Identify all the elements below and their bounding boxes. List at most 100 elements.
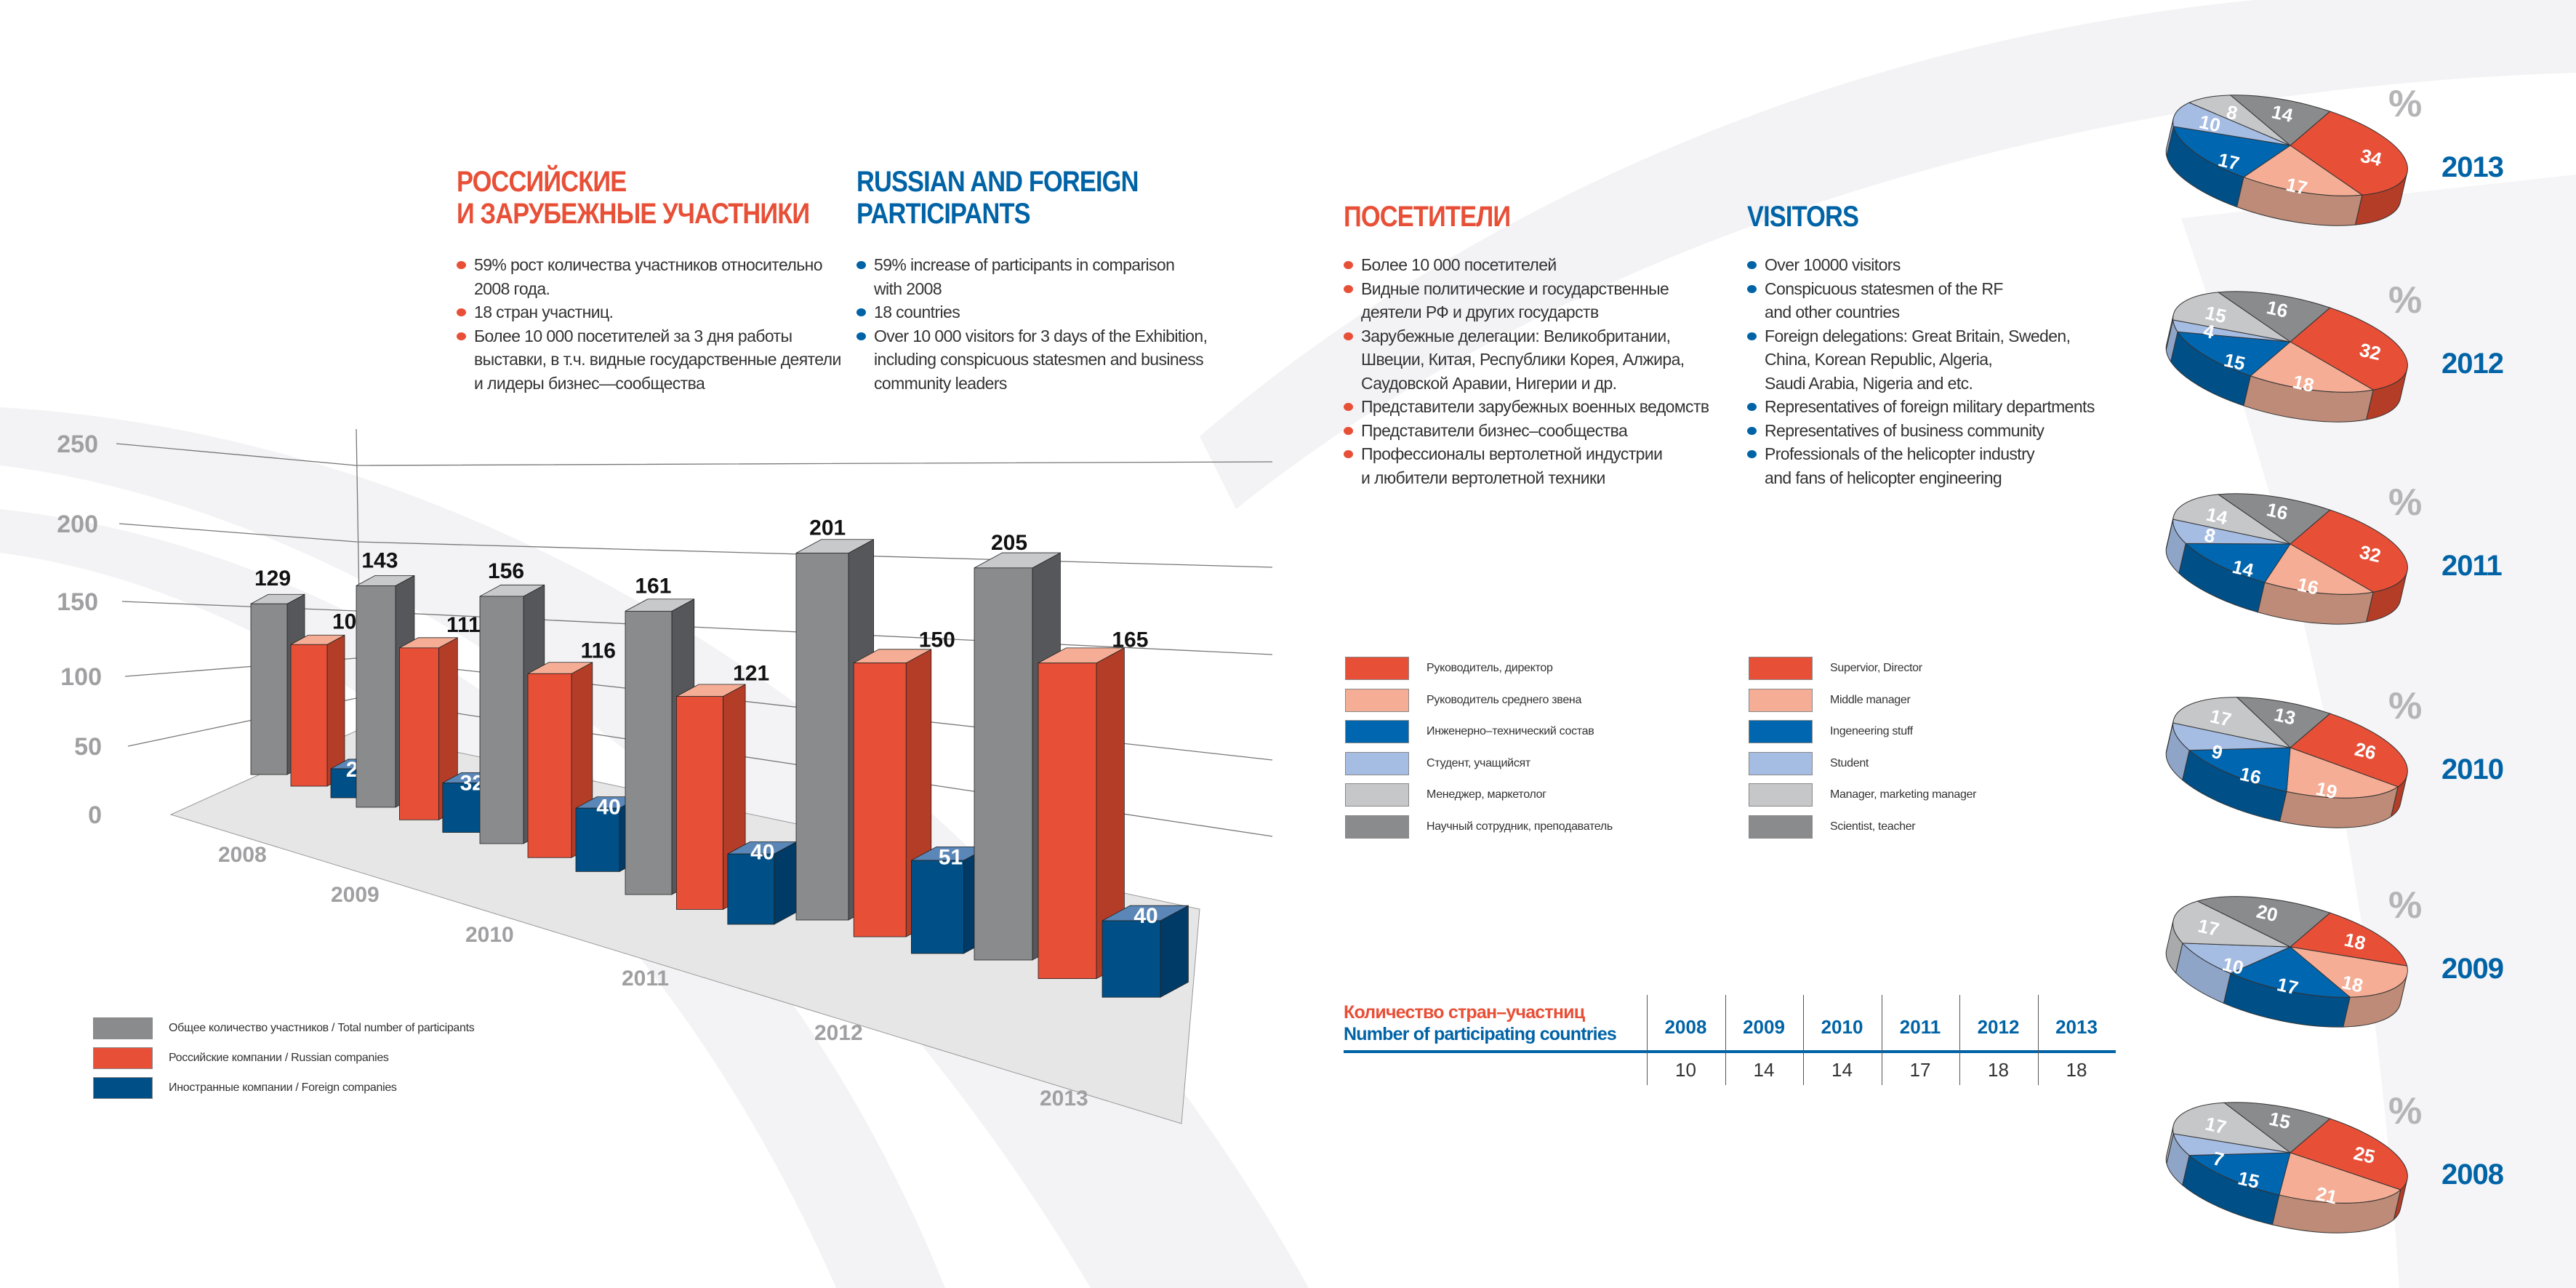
pie-slice xyxy=(2290,111,2408,196)
pie-value-label: 8 xyxy=(2202,524,2218,547)
table-country-count: 18 xyxy=(2066,1059,2087,1081)
bullet-item: 18 countries xyxy=(856,300,1264,324)
pie-value-label: 18 xyxy=(2340,971,2365,997)
bar-value-label: 121 xyxy=(733,662,769,686)
bullet-item: Representatives of business community xyxy=(1747,419,2140,443)
percent-sign: % xyxy=(2388,1090,2422,1132)
pie-value-label: 26 xyxy=(2353,738,2378,764)
table-year-header: 2010 xyxy=(1821,1016,1863,1038)
pie-slice xyxy=(2242,145,2364,196)
legend-swatch xyxy=(93,1017,153,1039)
countries-table-title-ru: Количество стран–участниц xyxy=(1344,1002,1585,1023)
x-category-label: 2012 xyxy=(814,1021,863,1045)
bar-front-face xyxy=(250,603,288,775)
gridline xyxy=(119,523,1273,568)
pie-slice xyxy=(2172,102,2291,146)
y-tick-label: 200 xyxy=(57,511,98,538)
pie-slice xyxy=(2172,722,2291,751)
pie-slice xyxy=(2188,1152,2291,1196)
participants-bullets-ru: 59% рост количества участников относител… xyxy=(457,253,864,395)
bullet-dot-icon xyxy=(1747,403,1757,411)
pie-slice xyxy=(2229,946,2351,998)
y-tick-label: 150 xyxy=(57,588,98,616)
roles-legend-item: Руководитель среднего звена xyxy=(1345,688,1581,713)
bullet-dot-icon xyxy=(856,261,866,269)
bullet-dot-icon xyxy=(1344,450,1353,458)
roles-legend-item: Научный сотрудник, преподаватель xyxy=(1345,815,1613,839)
legend-swatch xyxy=(1345,815,1409,839)
bullet-dot-icon xyxy=(457,261,466,269)
pie-slice xyxy=(2264,543,2375,595)
table-year-header: 2011 xyxy=(1899,1016,1941,1038)
pie-slice xyxy=(2250,341,2375,393)
x-category-label: 2013 xyxy=(1040,1087,1088,1111)
bullet-dot-icon xyxy=(1747,450,1757,458)
pie-slice xyxy=(2289,946,2408,998)
bar-value-label: 40 xyxy=(750,841,774,865)
bar-value-label: 143 xyxy=(361,548,398,572)
pie-value-label: 21 xyxy=(2314,1183,2339,1209)
pie-value-label: 32 xyxy=(2358,339,2383,365)
bar-front-face xyxy=(479,596,524,844)
legend-swatch xyxy=(1749,720,1813,743)
roles-legend-item: Менеджер, маркетолог xyxy=(1345,783,1546,807)
bullet-dot-icon xyxy=(1747,332,1757,340)
table-country-count: 14 xyxy=(1831,1059,1853,1081)
legend-swatch xyxy=(1345,783,1409,807)
legend-swatch xyxy=(1345,720,1409,743)
table-column-divider xyxy=(2037,995,2039,1085)
roles-legend-item: Scientist, teacher xyxy=(1749,815,1916,839)
bar-value-label: 40 xyxy=(1133,904,1157,928)
pie-year-label: 2010 xyxy=(2441,753,2504,785)
x-category-label: 2009 xyxy=(331,883,380,907)
bar-front-face xyxy=(442,783,483,833)
x-category-label: 2010 xyxy=(465,923,514,947)
bullet-dot-icon xyxy=(1344,332,1353,340)
bullet-item: Представители бизнес–сообщества xyxy=(1344,419,1736,443)
bar-value-label: 156 xyxy=(488,559,524,583)
bar-front-face xyxy=(575,807,620,872)
legend-swatch xyxy=(1749,751,1813,775)
countries-table-divider xyxy=(1344,1050,2116,1053)
bar-russian-2008: 107 xyxy=(290,609,369,787)
roles-legend-item: Ingeneering stuff xyxy=(1749,719,1913,744)
pie-value-label: 17 xyxy=(2196,914,2221,940)
table-year-header: 2008 xyxy=(1664,1016,1707,1038)
bar-front-face xyxy=(974,567,1033,961)
bullet-item: Представители зарубежных военных ведомст… xyxy=(1344,395,1736,419)
pie-value-label: 34 xyxy=(2359,145,2384,171)
bar-side-face xyxy=(774,841,797,925)
pie-slice xyxy=(2172,494,2291,545)
participants-heading-en: RUSSIAN AND FOREIGN PARTICIPANTS xyxy=(856,166,1139,230)
bullet-item: 18 стран участниц. xyxy=(457,300,864,324)
participants-bar-chart: 0 50 100 150 200 250 2008 2009 2010 2011 2012 2013 1… xyxy=(57,428,1273,1124)
bar-front-face xyxy=(727,853,775,925)
bar-foreign-2013: 40 xyxy=(1102,904,1189,998)
pie-slice xyxy=(2172,1102,2291,1153)
bullet-dot-icon xyxy=(856,308,866,316)
pie-value-label: 10 xyxy=(2220,953,2246,979)
roles-legend-item: Руководитель, директор xyxy=(1345,656,1553,681)
table-year-header: 2012 xyxy=(1977,1016,2020,1038)
visitors-heading-en: VISITORS xyxy=(1747,201,1859,233)
percent-sign: % xyxy=(2388,481,2422,524)
bullet-item: Professionals of the helicopter industry… xyxy=(1747,442,2140,489)
bar-front-face xyxy=(1038,663,1097,980)
pie-value-label: 17 xyxy=(2216,148,2242,175)
pie-value-label: 10 xyxy=(2197,111,2223,137)
roles-legend-item: Middle manager xyxy=(1749,688,1911,713)
bullet-item: Conspicuous statesmen of the RF and othe… xyxy=(1747,277,2140,324)
bar-front-face xyxy=(356,585,396,808)
bar-value-label: 111 xyxy=(446,613,481,637)
bar-front-face xyxy=(676,696,723,910)
bullet-item: Более 10 000 посетителей за 3 дня работы… xyxy=(457,324,864,396)
y-tick-label: 50 xyxy=(74,733,102,761)
pie-year-label: 2011 xyxy=(2441,550,2503,582)
pie-value-label: 18 xyxy=(2291,370,2316,396)
bar-front-face xyxy=(795,553,849,921)
legend-swatch xyxy=(1345,657,1409,680)
table-country-count: 10 xyxy=(1675,1059,1696,1081)
pie-value-label: 16 xyxy=(2265,498,2290,524)
legend-swatch xyxy=(1749,657,1813,680)
